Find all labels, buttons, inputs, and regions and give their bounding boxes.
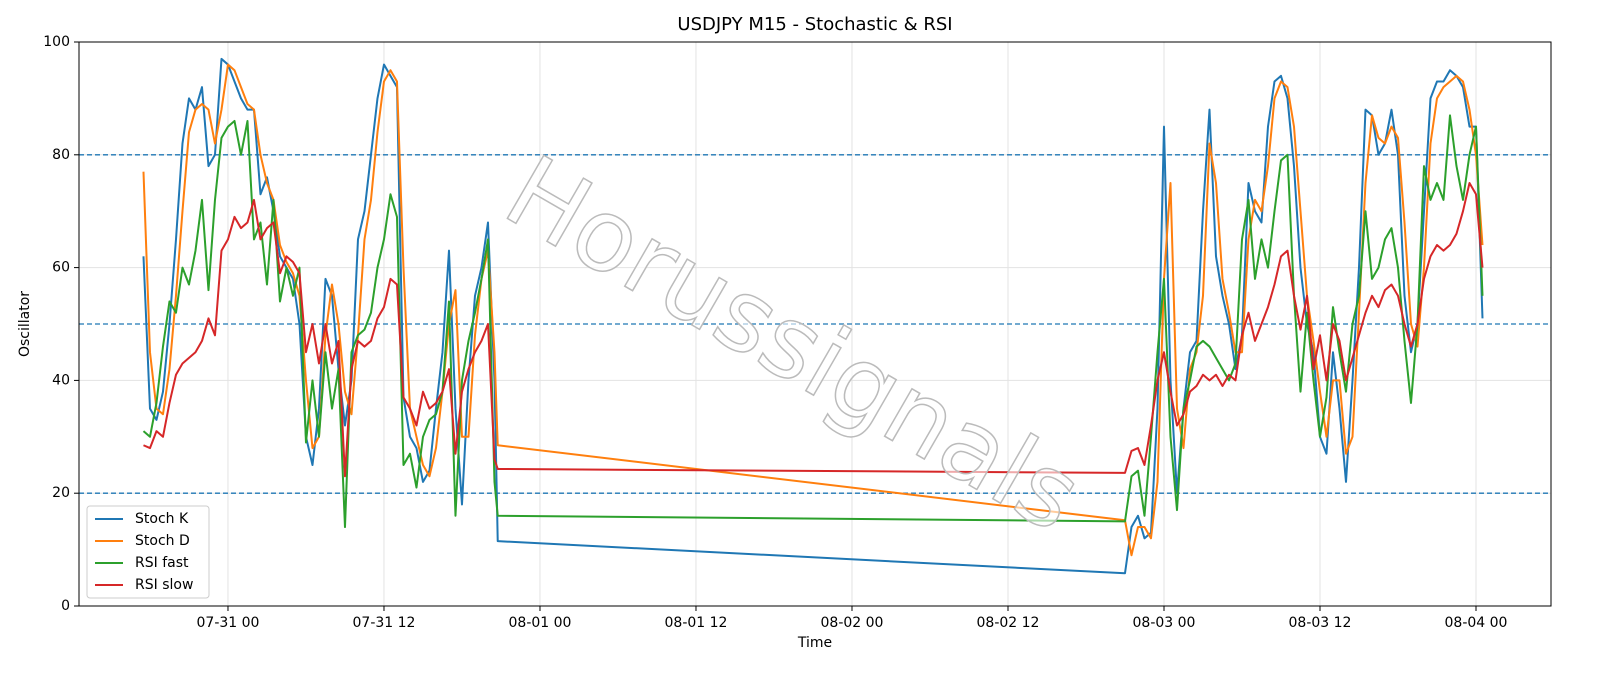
legend-label: RSI fast <box>135 555 189 571</box>
legend-label: Stoch K <box>135 511 189 527</box>
y-tick-label: 60 <box>52 260 70 276</box>
x-tick-label: 07-31 00 <box>197 615 260 631</box>
plot-frame <box>78 41 1552 607</box>
x-axis-label: Time <box>797 635 832 651</box>
legend-label: Stoch D <box>135 533 190 549</box>
y-tick-label: 80 <box>52 147 70 163</box>
series-line <box>142 114 1484 529</box>
y-tick-label: 20 <box>52 485 70 501</box>
x-tick-label: 08-01 12 <box>665 615 728 631</box>
x-tick-label: 08-03 12 <box>1289 615 1352 631</box>
x-tick-label: 07-31 12 <box>353 615 416 631</box>
y-tick-label: 40 <box>52 372 70 388</box>
x-tick-label: 08-04 00 <box>1445 615 1508 631</box>
series-line <box>142 57 1484 575</box>
x-tick-label: 08-02 12 <box>977 615 1040 631</box>
x-tick-label: 08-01 00 <box>509 615 572 631</box>
series-line <box>143 182 1484 478</box>
y-tick-label: 100 <box>43 34 70 50</box>
legend-label: RSI slow <box>135 577 193 593</box>
legend-box <box>86 505 210 599</box>
y-axis-label: Oscillator <box>17 291 33 357</box>
plot-lines <box>142 57 1484 575</box>
y-tick-label: 0 <box>61 598 70 614</box>
legend: Stoch K Stoch D RSI fast RSI slow <box>86 505 210 599</box>
x-tick-label: 08-03 00 <box>1133 615 1196 631</box>
chart-title: USDJPY M15 - Stochastic & RSI <box>677 14 952 35</box>
x-tick-label: 08-02 00 <box>821 615 884 631</box>
